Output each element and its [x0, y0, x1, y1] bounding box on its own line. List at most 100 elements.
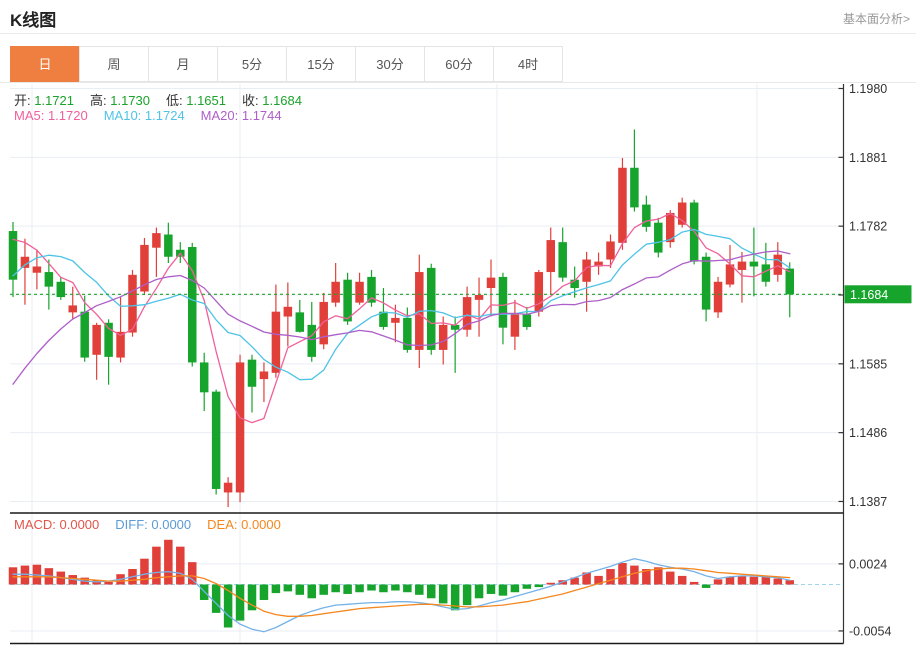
- diff-line: [12, 558, 791, 633]
- candle-body: [713, 281, 723, 313]
- candle-body: [666, 212, 675, 243]
- candle-body: [307, 324, 316, 357]
- macd-hist-bar: [259, 584, 269, 600]
- candle-body: [701, 256, 711, 310]
- macd-hist-bar: [164, 539, 173, 585]
- macd-hist-bar: [773, 578, 783, 585]
- macd-hist-bar: [462, 584, 472, 606]
- tab-period-5[interactable]: 30分: [355, 46, 425, 82]
- candle-body: [558, 242, 567, 278]
- candle-body: [450, 324, 460, 330]
- tab-period-3[interactable]: 5分: [217, 46, 287, 82]
- macd-hist-bar: [522, 584, 532, 589]
- macd-hist-bar: [140, 558, 149, 585]
- macd-hist-bar: [247, 584, 257, 611]
- price-tick-label: 1.1782: [849, 220, 887, 234]
- candle-body: [642, 204, 651, 227]
- candle-body: [594, 261, 603, 267]
- candle-body: [606, 241, 615, 260]
- candle-body: [355, 281, 364, 303]
- candle-body: [522, 314, 532, 327]
- candle-body: [271, 311, 281, 373]
- tabbar-underline: [0, 82, 916, 83]
- candle-body: [188, 247, 197, 363]
- candle-body: [104, 322, 113, 357]
- candle-body: [152, 233, 161, 248]
- candle-body: [211, 391, 221, 489]
- candle-body: [474, 294, 484, 300]
- candle-body: [367, 276, 376, 303]
- ma10-line: [12, 228, 791, 381]
- candle-body: [56, 281, 66, 298]
- tab-period-7[interactable]: 4时: [493, 46, 563, 82]
- candle-body: [223, 482, 233, 493]
- macd-hist-bar: [20, 565, 30, 585]
- candle-body: [498, 276, 508, 328]
- candle-body: [331, 281, 340, 303]
- candle-body: [92, 324, 101, 355]
- candle-body: [403, 317, 412, 350]
- dea-line: [12, 567, 791, 617]
- macd-hist-bar: [331, 584, 340, 593]
- macd-legend: MACD: 0.0000 DIFF: 0.0000 DEA: 0.0000: [14, 517, 297, 532]
- macd-legend-item-1: DIFF: 0.0000: [115, 517, 192, 532]
- macd-hist-bar: [211, 584, 221, 613]
- candle-body: [116, 331, 125, 358]
- price-tick-label: 1.1980: [849, 82, 887, 96]
- candle-body: [438, 324, 448, 350]
- candle-body: [546, 240, 555, 273]
- candle-body: [677, 202, 687, 225]
- macd-hist-bar: [630, 565, 639, 585]
- macd-hist-bar: [546, 582, 555, 585]
- candle-body: [80, 311, 89, 358]
- macd-hist-bar: [271, 584, 281, 594]
- macd-hist-bar: [713, 579, 723, 585]
- current-price-badge: [844, 285, 912, 304]
- period-tabbar: 日周月 5分 15分 30分 60分 4时: [10, 46, 563, 82]
- macd-hist-bar: [498, 584, 508, 596]
- candle-body: [761, 264, 771, 282]
- macd-hist-bar: [104, 581, 113, 585]
- fundamental-analysis-link[interactable]: 基本面分析>: [842, 12, 910, 26]
- candle-body: [486, 277, 496, 289]
- candle-body: [199, 362, 209, 393]
- tab-period-1[interactable]: 周: [79, 46, 149, 82]
- macd-hist-bar: [594, 575, 603, 585]
- macd-hist-bar: [725, 576, 735, 585]
- candle-body: [247, 359, 257, 387]
- macd-hist-bar: [176, 546, 185, 585]
- macd-hist-bar: [785, 580, 794, 585]
- macd-hist-bar: [606, 569, 615, 585]
- tab-period-6[interactable]: 60分: [424, 46, 494, 82]
- macd-hist-bar: [510, 584, 520, 593]
- macd-hist-bar: [474, 584, 484, 599]
- macd-hist-bar: [152, 546, 161, 585]
- tab-period-0[interactable]: 日: [10, 46, 80, 82]
- macd-hist-bar: [367, 584, 376, 591]
- price-tick-label: 1.1585: [849, 357, 887, 371]
- macd-hist-bar: [307, 584, 316, 599]
- candle-body: [654, 222, 663, 253]
- macd-hist-bar: [343, 584, 352, 594]
- macd-hist-bar: [570, 577, 579, 585]
- candle-body: [749, 261, 759, 267]
- candle-body: [630, 167, 639, 208]
- macd-hist-bar: [427, 584, 436, 599]
- price-tick-label: 1.1387: [849, 495, 887, 509]
- ma-legend-item-2: MA20: 1.1744: [200, 108, 282, 123]
- candle-body: [8, 231, 18, 280]
- candle-body: [295, 312, 305, 332]
- tab-period-4[interactable]: 15分: [286, 46, 356, 82]
- candle-body: [582, 259, 591, 282]
- macd-hist-bar: [654, 567, 663, 585]
- tab-period-2[interactable]: 月: [148, 46, 218, 82]
- candle-body: [68, 305, 77, 313]
- ma-legend-item-1: MA10: 1.1724: [103, 108, 185, 123]
- candle-body: [534, 272, 544, 312]
- candle-body: [44, 272, 54, 287]
- candle-body: [140, 244, 149, 292]
- macd-hist-bar: [701, 584, 711, 588]
- ohlc-legend-item-2: 低: 1.1651: [166, 93, 226, 108]
- macd-hist-bar: [355, 584, 364, 593]
